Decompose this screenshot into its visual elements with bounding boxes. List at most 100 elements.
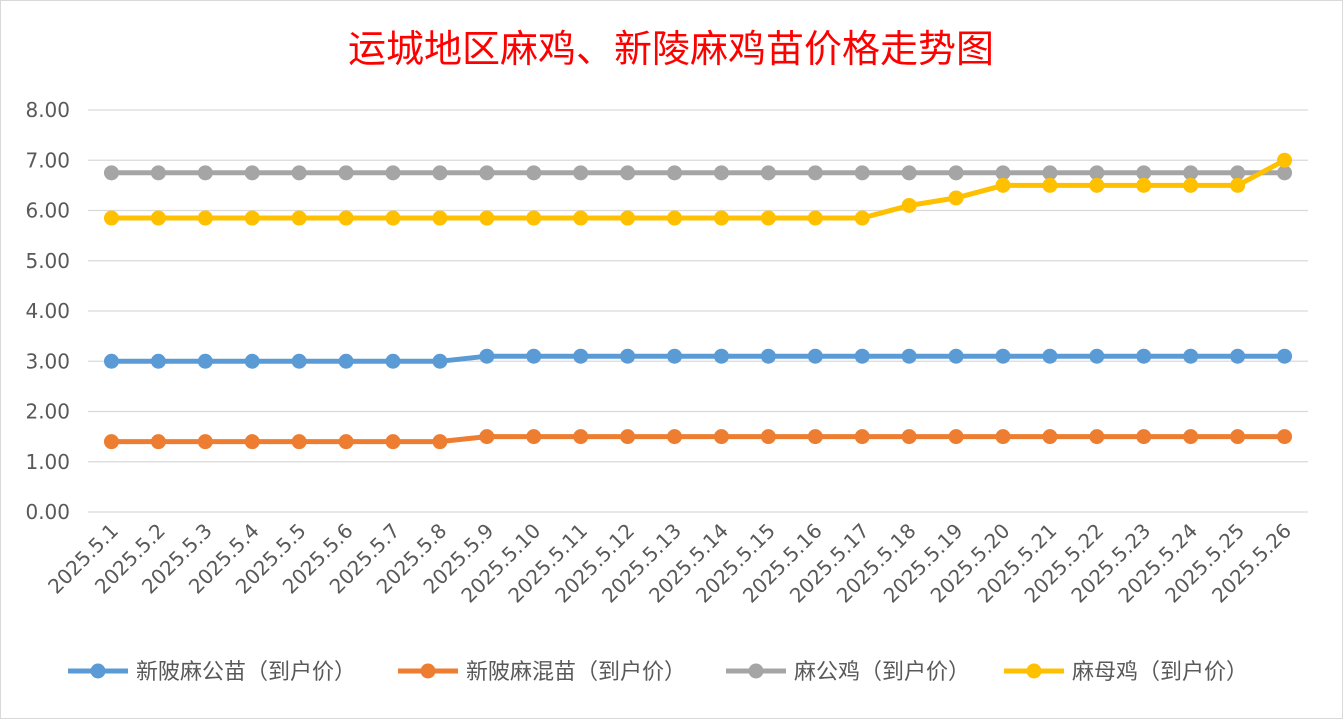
y-tick-label: 3.00 (25, 349, 70, 373)
data-point (197, 434, 213, 450)
data-point (667, 348, 683, 364)
legend-swatch-marker (90, 663, 106, 679)
data-point (948, 348, 964, 364)
data-point (338, 434, 354, 450)
data-point (854, 429, 870, 445)
data-point (854, 348, 870, 364)
data-point (150, 210, 166, 226)
data-point (573, 429, 589, 445)
legend-label: 麻公鸡（到户价） (794, 660, 970, 685)
data-point (948, 429, 964, 445)
data-point (291, 434, 307, 450)
data-point (620, 429, 636, 445)
data-point (1136, 348, 1152, 364)
data-point (479, 429, 495, 445)
data-point (713, 429, 729, 445)
data-point (620, 210, 636, 226)
data-point (573, 348, 589, 364)
y-tick-label: 0.00 (25, 500, 70, 524)
data-point (1277, 429, 1293, 445)
data-point (1183, 165, 1199, 181)
y-tick-label: 1.00 (25, 450, 70, 474)
legend-label: 麻母鸡（到户价） (1072, 660, 1248, 685)
data-point (103, 165, 119, 181)
data-point (901, 165, 917, 181)
data-point (713, 165, 729, 181)
data-point (713, 348, 729, 364)
data-point (573, 210, 589, 226)
data-point (150, 353, 166, 369)
data-point (1183, 348, 1199, 364)
data-point (1183, 429, 1199, 445)
legend-item: 麻公鸡（到户价） (726, 660, 970, 685)
data-point (1136, 165, 1152, 181)
data-point (667, 210, 683, 226)
data-point (1089, 429, 1105, 445)
data-point (667, 429, 683, 445)
data-point (244, 210, 260, 226)
data-point (244, 434, 260, 450)
data-point (995, 177, 1011, 193)
data-point (995, 165, 1011, 181)
data-point (479, 210, 495, 226)
data-point (432, 434, 448, 450)
data-point (1183, 177, 1199, 193)
data-point (338, 165, 354, 181)
data-point (948, 190, 964, 206)
series-1 (103, 348, 1293, 369)
data-point (620, 165, 636, 181)
legend: 新陂麻公苗（到户价） 新陂麻混苗（到户价） 麻公鸡（到户价） 麻母鸡（到户价） (68, 660, 1248, 685)
data-point (901, 197, 917, 213)
data-point (1230, 348, 1246, 364)
y-tick-label: 6.00 (25, 199, 70, 223)
data-point (1042, 348, 1058, 364)
data-point (1042, 177, 1058, 193)
data-point (291, 353, 307, 369)
data-point (1042, 165, 1058, 181)
series-line (109, 157, 1287, 221)
legend-label: 新陂麻公苗（到户价） (136, 660, 356, 685)
data-point (244, 165, 260, 181)
data-point (526, 165, 542, 181)
data-point (103, 353, 119, 369)
series-line (109, 353, 1287, 364)
data-point (948, 165, 964, 181)
data-point (338, 353, 354, 369)
data-point (526, 210, 542, 226)
data-point (103, 434, 119, 450)
data-point (1277, 152, 1293, 168)
y-tick-label: 2.00 (25, 400, 70, 424)
data-point (291, 210, 307, 226)
data-point (854, 165, 870, 181)
series-lines (103, 152, 1293, 450)
data-point (1230, 177, 1246, 193)
data-point (995, 348, 1011, 364)
data-point (1089, 165, 1105, 181)
data-point (807, 165, 823, 181)
data-point (807, 210, 823, 226)
data-point (432, 165, 448, 181)
y-tick-label: 4.00 (25, 299, 70, 323)
series-line (109, 434, 1287, 445)
data-point (1042, 429, 1058, 445)
legend-item: 新陂麻公苗（到户价） (68, 660, 356, 685)
data-point (760, 210, 776, 226)
data-point (244, 353, 260, 369)
data-point (620, 348, 636, 364)
data-point (385, 210, 401, 226)
data-point (573, 165, 589, 181)
legend-swatch-marker (1026, 663, 1042, 679)
data-point (1230, 165, 1246, 181)
data-point (760, 348, 776, 364)
data-point (526, 429, 542, 445)
legend-item: 新陂麻混苗（到户价） (398, 660, 686, 685)
y-axis-tick-labels: 0.00 1.00 2.00 3.00 4.00 5.00 6.00 7.00 8.00 (25, 98, 70, 524)
data-point (291, 165, 307, 181)
data-point (479, 348, 495, 364)
data-point (854, 210, 870, 226)
data-point (760, 165, 776, 181)
data-point (385, 434, 401, 450)
data-point (197, 165, 213, 181)
